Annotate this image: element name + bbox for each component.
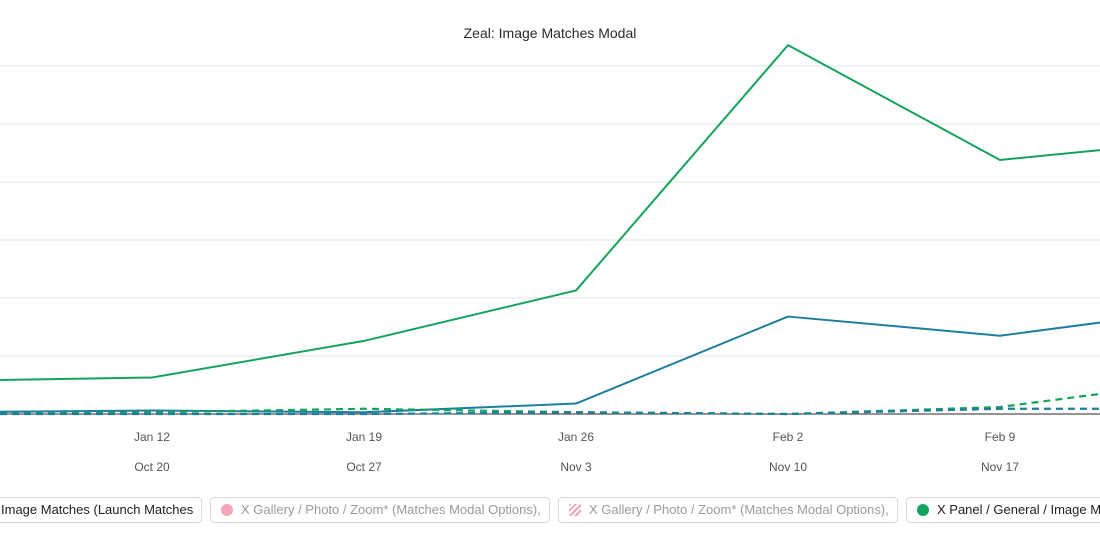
x-tick-label: Jan 26: [558, 430, 594, 444]
x-tick-label: Feb 2: [773, 430, 804, 444]
series-layer: [0, 44, 1100, 416]
series-line-3: [0, 392, 1100, 416]
series-line-1: [0, 44, 1100, 381]
legend-label: X Gallery / Photo / Zoom* (Matches Modal…: [589, 502, 889, 517]
legend-item-x-panel-image-matches[interactable]: X Panel / General / Image Matches: [906, 497, 1100, 523]
legend-item-image-matches[interactable]: Image Matches (Launch Matches Modal): [0, 497, 202, 523]
legend-label: X Gallery / Photo / Zoom* (Matches Modal…: [241, 502, 541, 517]
legend-hatch-icon: [569, 504, 581, 516]
legend-item-gallery-zoom-2[interactable]: X Gallery / Photo / Zoom* (Matches Modal…: [558, 497, 898, 523]
series-line-2: [0, 315, 1100, 414]
series-line-4: [0, 407, 1100, 416]
legend-label: Image Matches (Launch Matches Modal): [1, 502, 193, 517]
grid-lines: [0, 65, 1100, 415]
x-tick-label-secondary: Nov 17: [981, 460, 1019, 474]
legend-item-gallery-zoom-1[interactable]: X Gallery / Photo / Zoom* (Matches Modal…: [210, 497, 550, 523]
legend-label: X Panel / General / Image Matches: [937, 502, 1100, 517]
x-tick-label-secondary: Oct 20: [134, 460, 170, 474]
x-tick-label: Feb 9: [985, 430, 1016, 444]
line-chart: Jan 12 Jan 19 Jan 26 Feb 2 Feb 9 Oct 20 Oct 27…: [0, 44, 1100, 474]
x-tick-label-secondary: Nov 10: [769, 460, 807, 474]
x-tick-label-secondary: Nov 3: [560, 460, 592, 474]
x-axis: Jan 12 Jan 19 Jan 26 Feb 2 Feb 9 Oct 20 Oct 27…: [134, 430, 1019, 474]
x-tick-label: Jan 19: [346, 430, 382, 444]
legend-dot-icon: [917, 504, 929, 516]
legend: Image Matches (Launch Matches Modal) X G…: [0, 497, 1100, 525]
chart-title: Zeal: Image Matches Modal: [463, 25, 637, 41]
x-tick-label-secondary: Oct 27: [346, 460, 382, 474]
x-tick-label: Jan 12: [134, 430, 170, 444]
legend-dot-icon: [221, 504, 233, 516]
